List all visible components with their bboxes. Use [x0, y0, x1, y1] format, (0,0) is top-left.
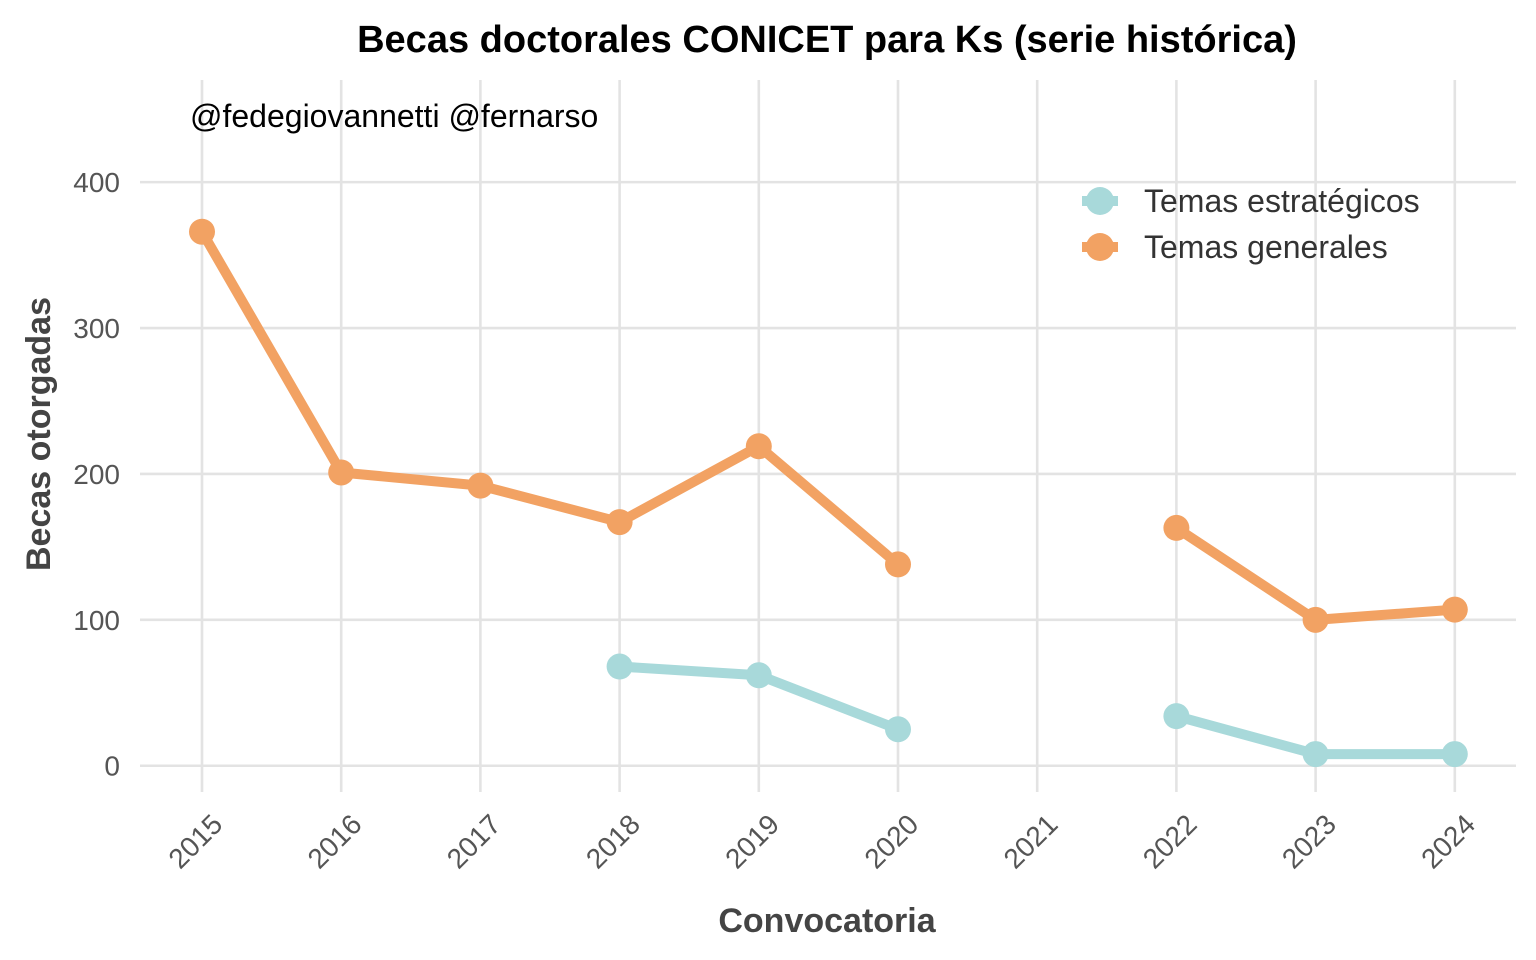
data-point — [1302, 606, 1329, 633]
y-tick-label: 400 — [73, 167, 120, 198]
data-point — [1441, 741, 1468, 768]
x-tick-label: 2020 — [858, 808, 924, 874]
data-point — [1302, 741, 1329, 768]
legend-key-point — [1086, 187, 1114, 215]
data-point — [745, 433, 772, 460]
y-tick-label: 0 — [104, 751, 120, 782]
x-tick-label: 2017 — [441, 808, 507, 874]
x-tick-label: 2022 — [1137, 808, 1203, 874]
series-group — [189, 218, 1468, 633]
data-point — [745, 662, 772, 689]
legend-label: Temas generales — [1144, 229, 1388, 265]
data-point — [467, 472, 494, 499]
data-point — [1163, 703, 1190, 730]
series-group — [606, 653, 1468, 768]
x-tick-label: 2015 — [162, 808, 228, 874]
data-point — [885, 716, 911, 743]
data-point — [189, 218, 215, 245]
series-layer — [189, 218, 1468, 768]
data-point — [606, 509, 633, 536]
legend-key-point — [1086, 233, 1114, 261]
y-tick-labels: 0 100 200 300 400 — [73, 167, 120, 782]
x-tick-label: 2019 — [719, 808, 785, 874]
y-axis-title: Becas otorgadas — [20, 297, 58, 571]
legend-label: Temas estratégicos — [1144, 183, 1420, 219]
chart-title: Becas doctorales CONICET para Ks (serie … — [357, 19, 1297, 61]
series-line — [197, 229, 902, 569]
data-point — [885, 551, 911, 578]
data-point — [1441, 596, 1468, 623]
legend: Temas estratégicos Temas generales — [1082, 183, 1420, 265]
x-tick-label: 2024 — [1415, 808, 1481, 874]
x-tick-labels: 2015 2016 2017 2018 2019 2020 2021 2022 2023 2024 — [162, 808, 1481, 874]
y-tick-label: 200 — [73, 459, 120, 490]
grid-layer — [140, 80, 1516, 792]
x-tick-label: 2018 — [580, 808, 646, 874]
x-tick-label: 2016 — [302, 808, 368, 874]
data-point — [1163, 514, 1190, 541]
data-point — [328, 459, 355, 486]
x-tick-label: 2021 — [998, 808, 1064, 874]
y-tick-label: 300 — [73, 313, 120, 344]
chart-annotation: @fedegiovannetti @fernarso — [190, 98, 598, 134]
x-axis-title: Convocatoria — [718, 902, 936, 940]
data-point — [606, 653, 633, 680]
y-tick-label: 100 — [73, 605, 120, 636]
x-tick-label: 2023 — [1276, 808, 1342, 874]
